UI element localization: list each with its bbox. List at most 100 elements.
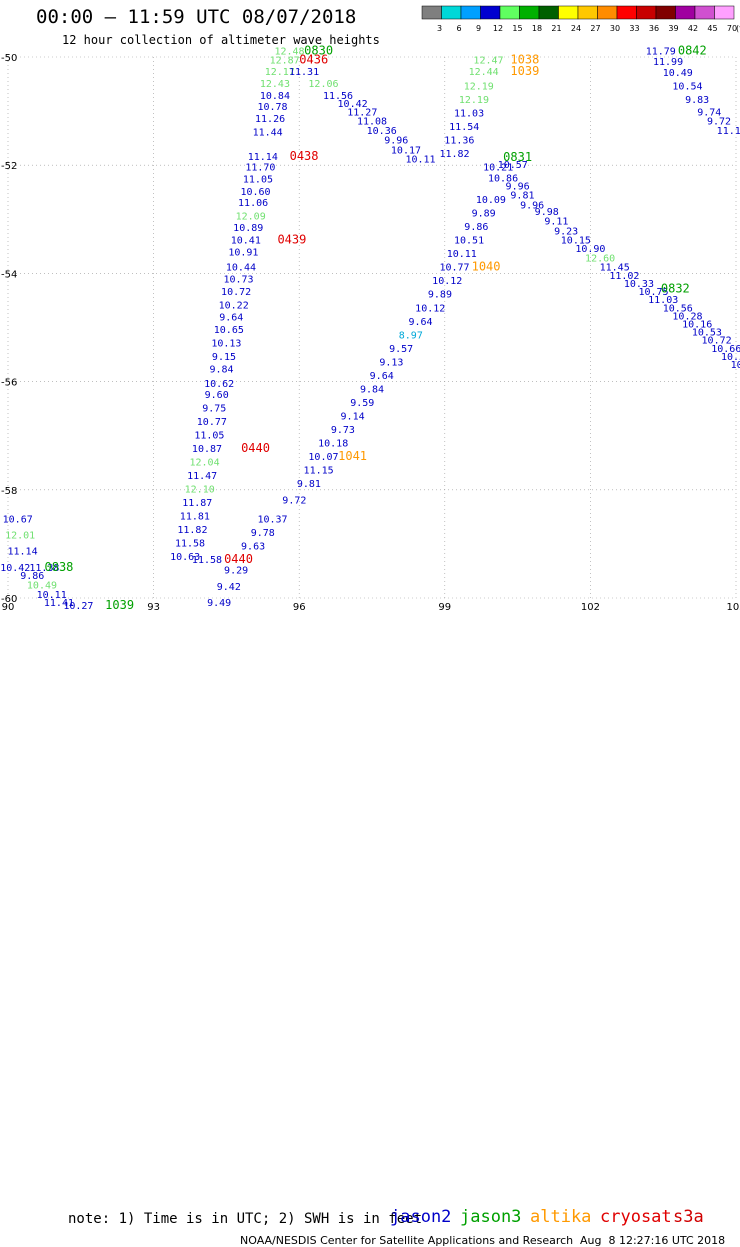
wave-height-value: 12.87	[270, 55, 300, 66]
wave-height-value: 11.15	[304, 466, 334, 477]
wave-height-value: 11.08	[357, 117, 387, 128]
wave-height-value: 9.86	[20, 571, 44, 582]
wave-height-value: 9.81	[297, 479, 321, 490]
wave-height-value: 10.77	[439, 263, 469, 274]
wave-height-value: 9.23	[554, 226, 578, 237]
wave-height-value: 10.53	[721, 352, 740, 363]
wave-height-value: 12.10	[185, 485, 215, 496]
wave-height-value: 9.72	[282, 495, 306, 506]
wave-height-value: 11.1	[717, 126, 740, 137]
wave-height-value: 10.18	[318, 439, 348, 450]
y-tick-label: -50	[1, 53, 17, 64]
wave-height-value: 12.09	[236, 211, 266, 222]
wave-height-value: 10.66	[711, 344, 740, 355]
wave-height-value: 10.91	[228, 248, 258, 259]
wave-height-value: 10.49	[27, 580, 57, 591]
legend-label: 30	[610, 24, 620, 33]
pass-time-label: 0832	[661, 281, 690, 295]
legend-label: 27	[590, 24, 600, 33]
wave-height-value: 12.19	[464, 81, 494, 92]
wave-height-value: 11.58	[175, 539, 205, 550]
wave-height-value: 11.41	[44, 598, 74, 609]
legend-label: 24	[571, 24, 581, 33]
wave-height-value: 12.01	[5, 530, 35, 541]
wave-height-value: 10.12	[432, 276, 462, 287]
pass-time-label: 0842	[678, 43, 707, 57]
wave-height-value: 11.38	[85, 609, 115, 610]
wave-height-value: 10.12	[415, 303, 445, 314]
wave-height-value: 9.75	[202, 403, 226, 414]
wave-height-value: 10.13	[211, 338, 241, 349]
pass-time-label: 1039	[510, 64, 539, 78]
wave-height-value: 10.54	[672, 81, 702, 92]
wave-height-value: 10.86	[488, 173, 518, 184]
wave-height-value: 9.96	[520, 200, 544, 211]
pass-time-label: 1041	[338, 449, 367, 463]
wave-height-value: 10.09	[476, 195, 506, 206]
wave-height-value: 10.75	[638, 287, 668, 298]
wave-height-value: 10.20	[731, 360, 740, 371]
wave-height-value: 11.99	[653, 57, 683, 68]
x-tick-label: 105	[726, 602, 740, 610]
wave-height-value: 10.62	[204, 379, 234, 390]
legend-altika: altika	[530, 1207, 592, 1227]
wave-height-value: 11.31	[289, 67, 319, 78]
wave-height-value: 10.22	[219, 301, 249, 312]
wave-height-value: 11.70	[245, 163, 275, 174]
wave-height-value: 9.63	[241, 541, 265, 552]
wave-height-value: 11.54	[449, 122, 479, 133]
legend-label: 39	[668, 24, 678, 33]
wave-height-value: 10.87	[192, 444, 222, 455]
wave-height-value: 12.17	[265, 67, 295, 78]
pass-time-label: 1040	[472, 260, 501, 274]
wave-height-value: 11.14	[248, 152, 278, 163]
wave-height-value: 9.59	[350, 398, 374, 409]
wave-height-value: 10.28	[672, 311, 702, 322]
legend-label: 21	[551, 24, 561, 33]
wave-height-value: 11.44	[253, 127, 283, 138]
wave-height-value: 10.33	[624, 279, 654, 290]
wave-height-value: 10.53	[692, 328, 722, 339]
wave-height-value: 12.04	[190, 457, 220, 468]
legend-swatch	[714, 5, 735, 20]
wave-height-value: 11.03	[454, 109, 484, 120]
footer-note: note: 1) Time is in UTC; 2) SWH is in fe…	[68, 1211, 423, 1227]
legend-label: 15	[512, 24, 522, 33]
wave-height-value: 12.48	[274, 46, 304, 57]
wave-height-value: 11.82	[439, 149, 469, 160]
wave-height-value: 10.57	[498, 160, 528, 171]
page-subtitle: 12 hour collection of altimeter wave hei…	[62, 33, 380, 47]
legend-label: 42	[688, 24, 698, 33]
legend-cryosat: cryosat	[600, 1207, 672, 1227]
wave-height-value: 9.72	[707, 117, 731, 128]
wave-height-value: 10.41	[231, 236, 261, 247]
wave-height-value: 10.42	[338, 99, 368, 110]
wave-height-value: 9.89	[472, 209, 496, 220]
wave-height-value: 9.78	[251, 528, 275, 539]
wave-height-value: 11.27	[347, 107, 377, 118]
wave-height-value: 10.72	[221, 287, 251, 298]
wave-height-value: 9.89	[428, 290, 452, 301]
wave-height-value: 9.14	[341, 411, 365, 422]
pass-time-label: 1038	[510, 52, 539, 66]
wave-height-value: 9.42	[217, 582, 241, 593]
pass-time-label: 0436	[299, 52, 328, 66]
wave-height-value: 9.86	[464, 222, 488, 233]
x-tick-label: 90	[2, 602, 15, 610]
wave-height-value: 10.36	[367, 126, 397, 137]
x-tick-label: 99	[438, 602, 451, 610]
legend-label: 18	[532, 24, 542, 33]
wave-height-value: 10.72	[702, 336, 732, 347]
wave-height-value: 9.60	[205, 390, 229, 401]
wave-height-value: 10.67	[3, 514, 33, 525]
wave-height-value: 12.60	[585, 253, 615, 264]
wave-height-map: 90939699102105-50-52-54-56-58-6012.48083…	[0, 43, 740, 610]
wave-height-value: 11.45	[600, 263, 630, 274]
wave-height-value: 10.49	[663, 68, 693, 79]
legend-jason3: jason3	[460, 1207, 522, 1227]
pass-time-label: 0440	[224, 552, 253, 566]
wave-height-value: 9.73	[331, 425, 355, 436]
wave-height-value: 10.63	[170, 552, 200, 563]
wave-height-value: 9.81	[510, 191, 534, 202]
page-title: 00:00 – 11:59 UTC 08/07/2018	[36, 6, 357, 28]
